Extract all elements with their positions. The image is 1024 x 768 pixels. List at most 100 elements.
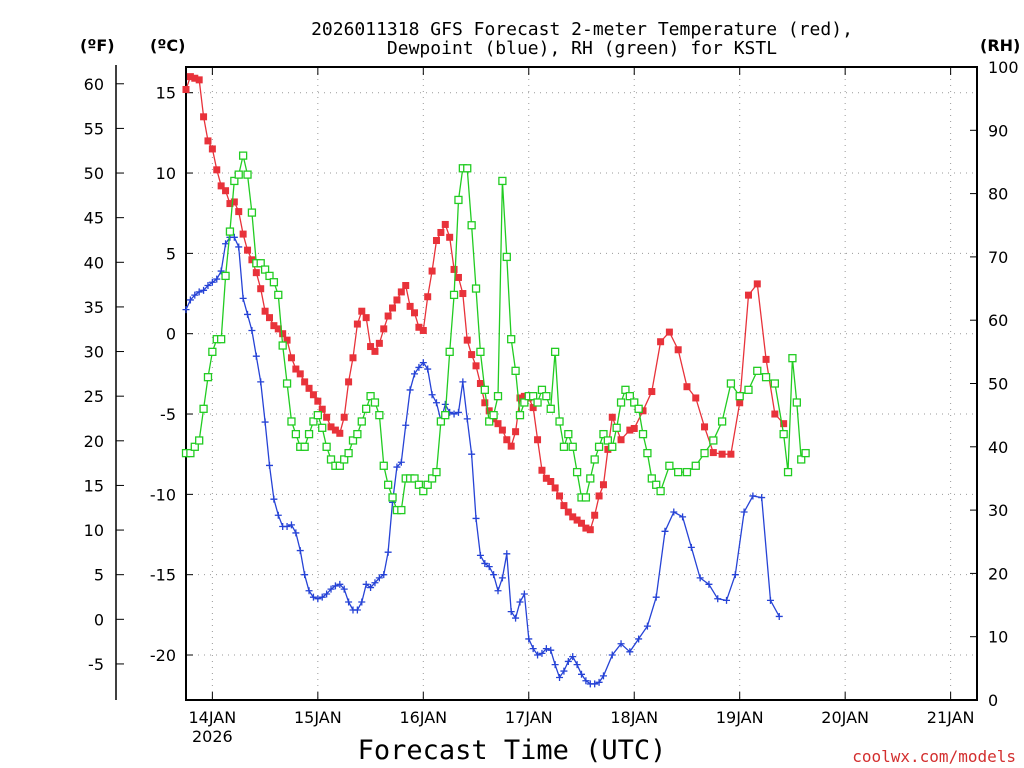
dewpoint-point: [705, 580, 713, 588]
dewpoint-point: [714, 595, 722, 603]
relative-humidity-point: [318, 423, 327, 432]
dewpoint-point: [252, 352, 260, 360]
relative-humidity-point: [616, 398, 626, 407]
temperature-point: [336, 429, 344, 437]
dewpoint-point: [331, 582, 339, 590]
relative-humidity-point: [348, 436, 358, 445]
relative-humidity-point: [608, 442, 617, 451]
rh-tick-label: 40: [988, 438, 1008, 457]
dewpoint-point: [270, 495, 278, 503]
dewpoint-point: [182, 306, 190, 314]
temperature-point: [367, 343, 375, 351]
dewpoint-point: [406, 386, 414, 394]
temperature-point: [305, 384, 313, 392]
dewpoint-point: [314, 595, 322, 603]
dewpoint-point: [538, 649, 546, 657]
temperature-point: [353, 320, 361, 328]
x-tick-label: 14JAN: [189, 708, 237, 727]
relative-humidity-point: [436, 417, 446, 426]
relative-humidity-point: [572, 467, 582, 477]
dewpoint-point: [749, 492, 757, 500]
relative-humidity-point: [247, 208, 257, 217]
dewpoint-point: [340, 585, 348, 593]
rh-tick-label: 50: [988, 375, 1008, 394]
relative-humidity-point: [383, 480, 393, 489]
dewpoint-point: [643, 622, 651, 630]
relative-humidity-point: [709, 436, 718, 445]
x-tick-label: 17JAN: [505, 708, 553, 727]
temperature-point: [573, 516, 581, 524]
relative-humidity-point: [304, 429, 314, 439]
relative-humidity-point: [362, 404, 371, 413]
relative-humidity-point: [463, 164, 472, 173]
temperature-point: [626, 426, 634, 434]
relative-humidity-point: [265, 271, 274, 281]
relative-humidity-point: [375, 410, 384, 420]
temperature-point: [472, 362, 480, 370]
temperature-point: [371, 347, 379, 355]
temperature-point: [718, 450, 726, 458]
temperature-point: [529, 404, 537, 412]
relative-humidity-point: [744, 385, 753, 394]
dewpoint-point: [599, 672, 607, 680]
temperature-point: [314, 397, 322, 405]
temperature-point: [230, 198, 238, 206]
relative-humidity-point: [217, 335, 226, 344]
relative-humidity-point: [546, 404, 555, 413]
temperature-point: [727, 450, 735, 458]
relative-humidity-point: [647, 474, 656, 483]
temperature-point: [213, 166, 221, 174]
dewpoint-point: [274, 511, 282, 519]
rh-tick-label: 10: [988, 628, 1008, 647]
relative-humidity-point: [370, 398, 380, 407]
chart-title-line-1: 2026011318 GFS Forecast 2-meter Temperat…: [311, 19, 853, 40]
dewpoint-point: [534, 651, 542, 659]
temperature-point: [569, 513, 577, 521]
celsius-unit-label: (ºC): [150, 36, 185, 55]
dewpoint-point: [450, 410, 458, 418]
fahrenheit-tick-label: 45: [84, 209, 104, 228]
relative-humidity-point: [643, 448, 652, 458]
relative-humidity-point: [441, 410, 450, 420]
temperature-point: [380, 325, 388, 333]
celsius-tick-label: 15: [156, 84, 176, 103]
relative-humidity-point: [238, 151, 248, 160]
celsius-tick-label: -10: [150, 485, 176, 504]
relative-humidity-point: [634, 404, 643, 413]
dewpoint-point: [296, 547, 304, 555]
dewpoint-point: [371, 579, 379, 587]
dewpoint-series: [182, 233, 783, 688]
dewpoint-point: [305, 587, 313, 595]
relative-humidity-point: [379, 461, 388, 470]
dewpoint-point: [230, 233, 238, 241]
temperature-point: [186, 73, 194, 81]
relative-humidity-point: [195, 436, 204, 445]
dewpoint-point: [353, 606, 361, 614]
x-tick-label: 16JAN: [399, 708, 447, 727]
fahrenheit-tick-label: 25: [84, 387, 104, 406]
temperature-point: [309, 391, 317, 399]
dewpoint-point: [498, 574, 506, 582]
dewpoint-point: [582, 677, 590, 685]
temperature-point: [578, 519, 585, 527]
temperature-point: [296, 370, 304, 378]
relative-humidity-point: [550, 347, 560, 357]
dewpoint-point: [468, 450, 476, 458]
temperature-point: [389, 304, 397, 312]
temperature-point: [665, 328, 673, 336]
relative-humidity-point: [388, 493, 397, 502]
dewpoint-line: [185, 236, 780, 685]
dewpoint-point: [222, 240, 230, 248]
relative-humidity-point: [340, 455, 349, 464]
x-tick-label: 15JAN: [294, 708, 342, 727]
relative-humidity-point: [203, 373, 213, 382]
dewpoint-point: [454, 408, 462, 416]
temperature-point: [709, 449, 717, 457]
dewpoint-point: [208, 278, 216, 286]
dewpoint-point: [775, 612, 783, 620]
relative-humidity-point: [656, 486, 665, 496]
relative-humidity-point: [225, 227, 235, 236]
dewpoint-point: [217, 267, 225, 275]
relative-humidity-point: [230, 176, 239, 186]
relative-humidity-point: [357, 417, 366, 426]
